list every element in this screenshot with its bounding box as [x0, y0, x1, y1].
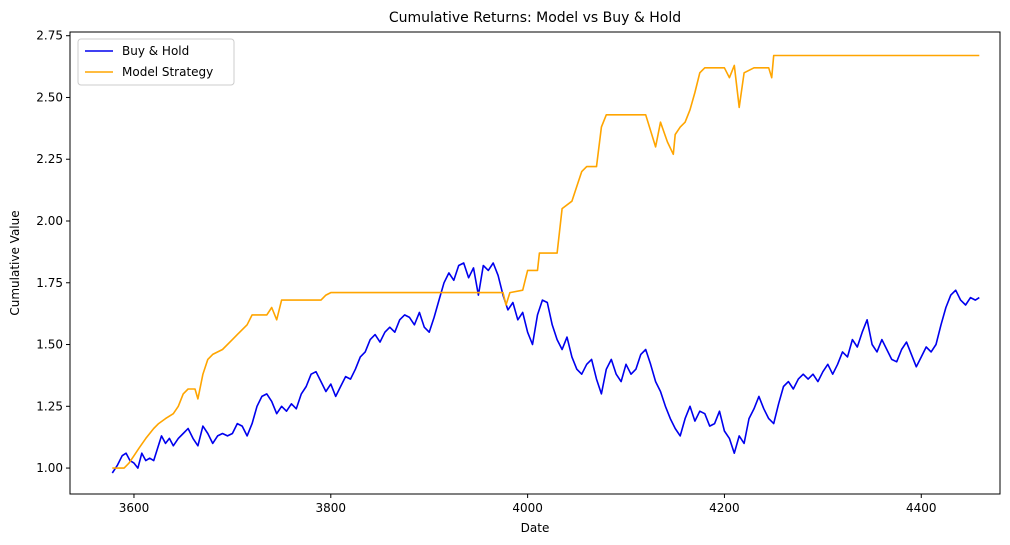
plot-frame [69, 31, 1001, 495]
y-tick-label: 2.00 [36, 214, 63, 228]
chart-title: Cumulative Returns: Model vs Buy & Hold [389, 10, 681, 26]
x-axis-ticks: 3600 3800 4000 4200 4400 [119, 494, 937, 515]
series-line-buy-hold [111, 262, 980, 474]
series-line-model-strategy [112, 54, 980, 469]
x-axis-label: Date [521, 521, 550, 535]
y-tick-label: 2.75 [36, 29, 63, 43]
y-axis-label: Cumulative Value [8, 210, 22, 315]
y-tick-label: 1.75 [36, 276, 63, 290]
plot-background [70, 32, 1000, 494]
x-tick-label: 3800 [316, 501, 347, 515]
y-tick-label: 1.25 [36, 399, 63, 413]
series-layer [111, 54, 980, 474]
x-tick-label: 4400 [906, 501, 937, 515]
y-tick-label: 1.50 [36, 338, 63, 352]
legend: Buy & Hold Model Strategy [77, 38, 235, 86]
legend-frame [77, 38, 235, 86]
y-tick-label: 2.25 [36, 152, 63, 166]
x-tick-label: 4200 [709, 501, 740, 515]
y-axis-ticks: 1.00 1.25 1.50 1.75 2.00 2.25 2.50 2.75 [36, 29, 70, 475]
x-tick-label: 4000 [512, 501, 543, 515]
x-tick-label: 3600 [119, 501, 150, 515]
y-tick-label: 1.00 [36, 461, 63, 475]
legend-label-buy-hold: Buy & Hold [122, 44, 189, 58]
y-tick-label: 2.50 [36, 90, 63, 104]
legend-label-model-strategy: Model Strategy [122, 65, 213, 79]
